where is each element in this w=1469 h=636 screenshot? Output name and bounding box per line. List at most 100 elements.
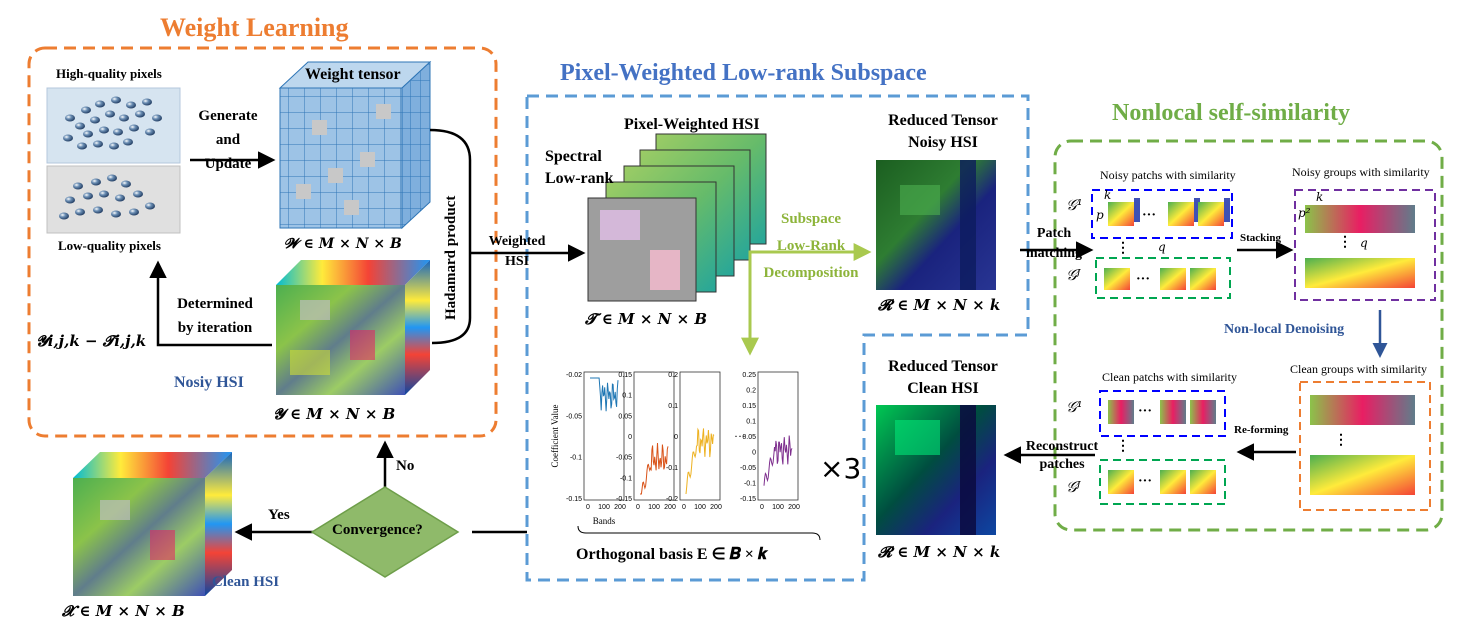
basis-ytick: 0.05 [742,434,756,441]
k-label-1: k [1104,188,1112,202]
basis-curve-4 [763,435,793,486]
hsi-text: HSI [504,254,530,269]
basis-curve-3 [685,427,715,495]
spectral-lowrank-label: Spectral Low-rank [545,146,613,190]
q-label-2: q [1360,236,1368,250]
dots-2: ··· [1136,272,1151,287]
pixel-weighted-hsi-label: Pixel-Weighted HSI [624,116,760,133]
basis-xtick: 0 [636,504,640,511]
and-text: and [215,132,241,148]
by-iteration-text: by iteration [177,320,253,336]
residual-formula: 𝓨𝒊,𝒋,𝒌 − 𝓣𝒊,𝒋,𝒌 [36,332,147,350]
basis-panel-3 [679,371,721,501]
iteration-arrow [149,260,272,347]
basis-panel-2 [633,371,675,501]
vdots-4: ⋮ [1334,433,1348,448]
q-label-1: q [1158,240,1166,254]
vdots-1: ⋮ [1116,241,1130,256]
noisy-groups-box [1294,189,1436,301]
no-label: No [396,458,415,474]
weighted-hsi-label: Weighted HSI [474,232,560,272]
high-quality-label: High-quality pixels [56,66,162,81]
noisy-groups-label: Noisy groups with similarity [1292,165,1430,179]
basis-ytick: 0.15 [742,403,756,410]
basis-ytick: 0.2 [668,372,678,379]
r-formula-clean: 𝓡 ∈ 𝑴 × 𝑵 × 𝒌 [878,543,1001,561]
basis-xtick: 100 [694,504,706,511]
basis-ytick: 0.1 [746,419,756,426]
basis-ytick: 0 [628,434,632,441]
matching-text: matching [1026,246,1082,261]
basis-xtick: 100 [648,504,660,511]
subspace-decomp-label: Subspace Low-Rank Decomposition [752,206,870,287]
low-quality-label: Low-quality pixels [58,238,161,253]
basis-xtick: 200 [710,504,722,511]
pixel-weighted-hsi-stack [587,133,767,302]
w-formula: 𝓦 ∈ 𝑴 × 𝑵 × 𝑩 [284,236,402,252]
low-quality-dots [59,174,155,220]
basis-curve-2 [640,442,669,495]
reduced-noisy-label: Reduced Tensor Noisy HSI [868,110,1018,154]
basis-ytick: -0.05 [616,455,632,462]
nonlocal-title: Nonlocal self-similarity [1112,100,1350,126]
patch-text: Patch [1036,226,1072,241]
basis-ytick: 0.2 [746,388,756,395]
vdots-2: ⋮ [1338,235,1352,250]
high-quality-dots [63,96,162,150]
noisy-patch-group-j [1095,257,1231,299]
basis-xtick: 0 [586,504,590,511]
basis-xtick: 200 [788,504,800,511]
stacking-label: Stacking [1240,232,1281,244]
basis-ytick: -0.02 [566,372,582,379]
weight-tensor-cube [278,60,432,230]
weight-learning-frame [27,46,498,438]
gj-noisy: 𝒢ᴶ [1066,266,1081,284]
basis-xtick: 200 [614,504,626,511]
vdots-3: ⋮ [1116,439,1130,454]
k-label-2: k [1316,190,1324,204]
convergence-diamond [310,486,460,578]
decomposition-text: Decomposition [763,265,859,281]
basis-ytick: 0.25 [742,372,756,379]
patch-cubes [1104,198,1415,495]
basis-ytick: 0.1 [668,403,678,410]
gj-clean: 𝒢ᴶ [1066,478,1081,496]
clean-hsi-label: Clean HSI [212,574,280,590]
basis-ytick: -0.1 [620,475,632,482]
clean-groups-box [1299,381,1431,511]
patches-text: patches [1039,457,1085,472]
t-formula: 𝓣 ∈ 𝑴 × 𝑵 × 𝑩 [585,310,708,328]
weight-tensor-label: Weight tensor [305,66,401,83]
reduced-clean-label: Reduced Tensor Clean HSI [868,356,1018,400]
basis-ytick: -0.15 [740,496,756,503]
subspace-text: Subspace [780,211,842,227]
clean-groups-label: Clean groups with similarity [1290,362,1427,376]
generate-update-label: Generate and Update [188,104,268,176]
basis-ytick: -0.05 [566,413,582,420]
low-rank-text: Low-rank [545,170,614,187]
basis-ytick: -0.15 [566,496,582,503]
basis-plots: -0.02 -0.05 -0.1 -0.15 0 100 200 0.15 0.1 0.05 0 -0… [550,371,821,541]
clean-patch-group-1 [1099,390,1226,437]
pwls-title: Pixel-Weighted Low-rank Subspace [560,60,927,86]
basis-label: Orthogonal basis E ∈ 𝑩 × 𝒌 [576,546,768,563]
noisy-hsi-label: Nosiy HSI [174,374,244,391]
basis-ytick: -0.15 [616,496,632,503]
hadamard-label: Hadamard product [443,195,459,320]
noisy-patch-group-1 [1091,189,1233,239]
dots-4: ··· [1138,474,1153,489]
clean-patches-label: Clean patchs with similarity [1102,370,1237,384]
basis-ytick: -0.2 [666,496,678,503]
basis-ylabel: Coefficient Value [550,405,560,468]
patch-matching-label: Patch matching [1016,224,1092,264]
p2-label: p² [1298,206,1311,220]
basis-curve-1 [590,377,619,412]
reduced-noisy-map [876,160,996,290]
weight-learning-title: Weight Learning [160,13,349,42]
noisy-hsi-cube [276,260,430,395]
clean-patch-group-j [1099,459,1226,505]
reduced-tensor-text: Reduced Tensor [888,112,998,129]
basis-ytick: 0.1 [622,393,632,400]
